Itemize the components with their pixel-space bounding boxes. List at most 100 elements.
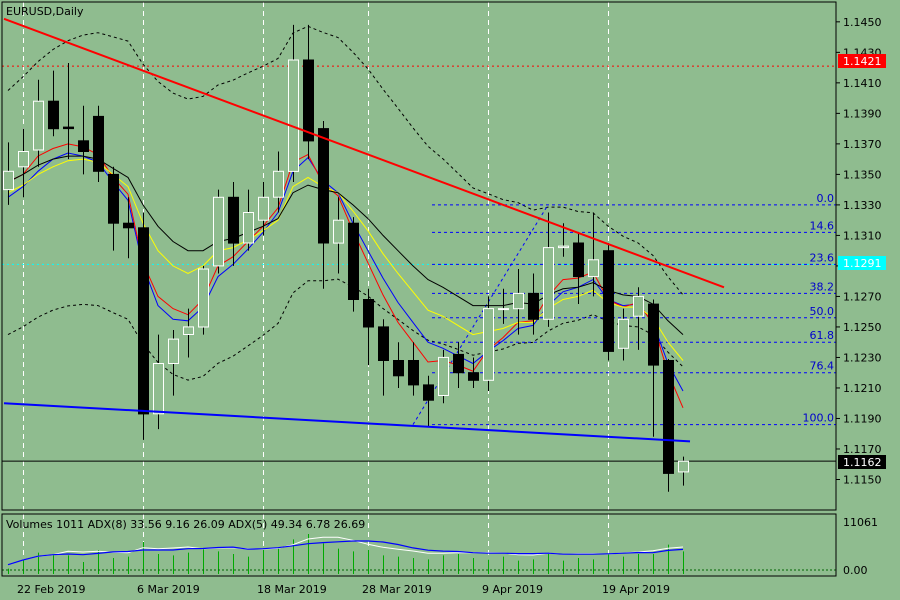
moving-averages [7,143,684,408]
candle [393,342,404,388]
candle [18,128,29,198]
candle [438,349,449,404]
candle-body [63,126,74,130]
candle [48,70,59,137]
fibonacci-label: 14.6 [810,219,835,232]
candle-body [108,173,119,224]
candle [603,243,614,361]
candle [288,24,299,183]
candle [678,456,689,486]
candle [663,358,674,492]
candle [108,166,119,251]
resistance-trendline [3,17,725,289]
candle-body [438,356,449,396]
candle-body [243,212,254,244]
candle [378,319,389,396]
price-tick-label: 1.1350 [843,168,882,181]
candle [588,212,599,297]
current-price-label: 1.1162 [843,456,882,469]
price-tick-label: 1.1230 [843,351,882,364]
candle [63,63,74,160]
candle-body [678,460,689,473]
support-price-badge [838,256,886,270]
candle-body [648,303,659,366]
candle-body [393,360,404,377]
candle [483,296,494,392]
price-tick-label: 1.1410 [843,77,882,90]
fibonacci-levels: 0.0 14.6 23.6 38.2 50.0 61.8 76.4 100.0 [412,192,836,426]
candle [513,268,524,335]
candle [123,197,134,259]
candle [318,120,329,289]
candle-body [513,292,524,310]
candle [3,142,14,205]
fibonacci-label: 23.6 [810,251,835,264]
price-tick-label: 1.1450 [843,16,882,29]
candle-body [498,308,509,311]
fibonacci-trend-diagonal [412,204,549,425]
candle-body [3,170,14,191]
candle [213,189,224,274]
candle-body [603,250,614,352]
trendlines [3,17,725,443]
price-tick-label: 1.1330 [843,199,882,212]
indicator-axis-bottom: 0.00 [843,564,868,577]
candle [468,357,479,388]
price-tick-label: 1.1210 [843,382,882,395]
candle-body [573,242,584,278]
moving-average-line [7,152,684,392]
candle-body [663,360,674,474]
fibonacci-label: 38.2 [810,280,835,293]
candle [168,329,179,396]
candle [363,288,374,366]
date-label: 18 Mar 2019 [257,583,327,596]
support-price-label: 1.1291 [843,257,882,270]
price-tick-label: 1.1190 [843,412,882,425]
envelope-layer [7,25,684,381]
candle [273,151,284,213]
price-tick-label: 1.1390 [843,107,882,120]
candle-body [288,59,299,172]
price-tick-label: 1.1370 [843,138,882,151]
candle-body [138,227,149,415]
indicator-label: Volumes 1011 ADX(8) 33.56 9.16 26.09 ADX… [6,518,365,531]
candle-body [168,338,179,365]
candle-body [273,170,284,198]
candle-body [258,196,269,221]
candle-body [303,59,314,142]
fibonacci-label: 0.0 [817,192,835,205]
moving-average-line [7,155,684,335]
date-label: 22 Feb 2019 [17,583,85,596]
candle-body [423,384,434,401]
candle [423,375,434,427]
resistance-price-badge [838,54,886,68]
price-tick-label: 1.1170 [843,443,882,456]
fibonacci-label: 61.8 [810,329,835,342]
candle [303,24,314,160]
date-label: 28 Mar 2019 [362,583,432,596]
candle-body [93,115,104,172]
candle-body [468,372,479,381]
candle [153,334,164,430]
candle [333,197,344,274]
candle-body [588,259,599,278]
candle-body [363,299,374,328]
candle-body [453,353,464,374]
candle-body [198,268,209,328]
candle [558,223,569,257]
candle-body [618,318,629,349]
symbol-label: EURUSD,Daily [6,5,84,18]
candle [78,105,89,175]
price-tick-label: 1.1150 [843,473,882,486]
candle [228,182,239,266]
candle [183,308,194,358]
candle [648,299,659,437]
price-tick-label: 1.1250 [843,321,882,334]
candle-body [213,196,224,267]
candle-body [408,360,419,386]
candle [633,287,644,350]
candle-body [543,247,554,320]
candle [138,212,149,440]
